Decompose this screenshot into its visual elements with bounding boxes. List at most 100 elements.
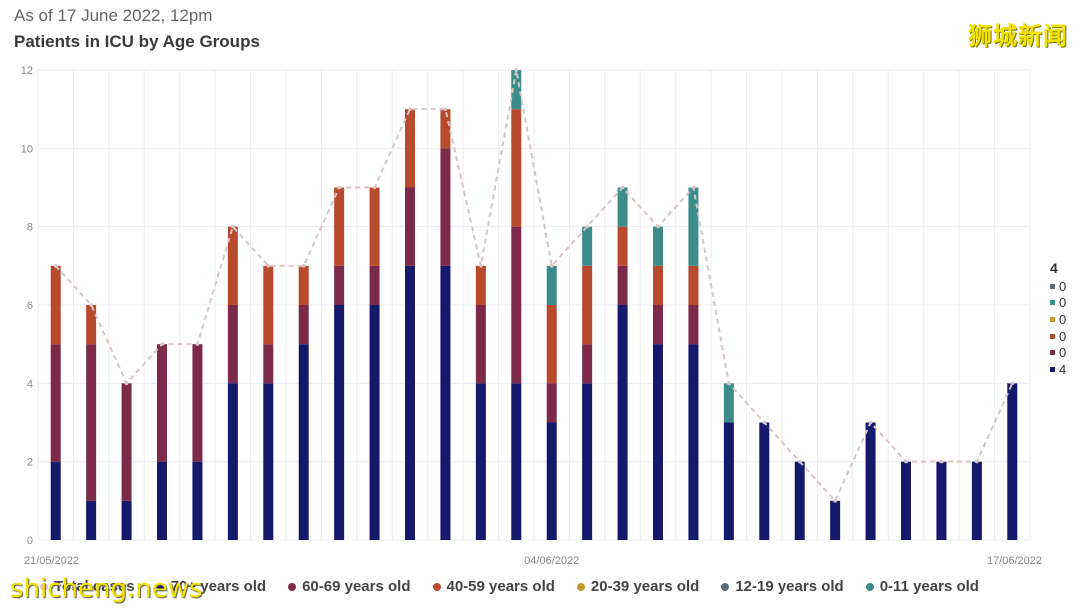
bar-segment-70plus[interactable] bbox=[653, 344, 663, 540]
bar-segment-0-11[interactable] bbox=[723, 383, 734, 423]
bar-segment-70plus[interactable] bbox=[405, 265, 415, 540]
bar-segment-70plus[interactable] bbox=[971, 461, 982, 540]
bar-segment-40-59[interactable] bbox=[227, 226, 238, 305]
total-cases-point[interactable] bbox=[975, 459, 979, 464]
bar-segment-40-59[interactable] bbox=[298, 265, 309, 305]
bar-segment-70plus[interactable] bbox=[759, 422, 770, 541]
bar-segment-70plus[interactable] bbox=[511, 383, 522, 540]
bar-segment-40-59[interactable] bbox=[334, 187, 345, 266]
bar-segment-40-59[interactable] bbox=[86, 305, 97, 345]
bar-segment-60-69[interactable] bbox=[582, 344, 593, 384]
bar-segment-60-69[interactable] bbox=[192, 344, 203, 462]
bar-segment-0-11[interactable] bbox=[582, 226, 593, 266]
bar-segment-70plus[interactable] bbox=[901, 461, 911, 540]
bar-segment-60-69[interactable] bbox=[511, 226, 522, 384]
bar-segment-40-59[interactable] bbox=[263, 265, 274, 345]
total-cases-point[interactable] bbox=[691, 185, 696, 190]
legend-item-12-19[interactable]: 12-19 years old bbox=[721, 578, 844, 595]
bar-segment-0-11[interactable] bbox=[511, 70, 522, 110]
bar-segment-70plus[interactable] bbox=[192, 461, 203, 540]
total-cases-point[interactable] bbox=[549, 264, 554, 268]
total-cases-point[interactable] bbox=[408, 107, 412, 111]
bar-segment-40-59[interactable] bbox=[475, 265, 486, 305]
bar-segment-70plus[interactable] bbox=[440, 265, 451, 540]
bar-segment-60-69[interactable] bbox=[475, 305, 486, 384]
bar-segment-70plus[interactable] bbox=[936, 461, 947, 540]
bar-segment-60-69[interactable] bbox=[440, 148, 451, 266]
bar-segment-40-59[interactable] bbox=[440, 109, 451, 149]
bar-segment-60-69[interactable] bbox=[546, 383, 557, 423]
bar-segment-40-59[interactable] bbox=[582, 265, 593, 345]
total-cases-point[interactable] bbox=[1010, 381, 1015, 386]
bar-segment-40-59[interactable] bbox=[369, 187, 380, 266]
bar-segment-70plus[interactable] bbox=[334, 305, 345, 540]
bar-segment-60-69[interactable] bbox=[334, 265, 345, 305]
total-cases-point[interactable] bbox=[939, 459, 944, 464]
bar-segment-70plus[interactable] bbox=[688, 344, 699, 540]
bar-segment-70plus[interactable] bbox=[298, 344, 309, 540]
bar-segment-60-69[interactable] bbox=[121, 383, 132, 501]
legend-item-70plus[interactable]: 70+ years old bbox=[156, 578, 266, 595]
bar-segment-70plus[interactable] bbox=[617, 305, 628, 540]
legend-item-total[interactable]: Total cases bbox=[40, 578, 135, 595]
bar-segment-70plus[interactable] bbox=[227, 383, 238, 540]
bar-segment-40-59[interactable] bbox=[688, 265, 699, 305]
bar-segment-0-11[interactable] bbox=[546, 265, 557, 305]
bar-segment-60-69[interactable] bbox=[157, 344, 167, 462]
total-cases-point[interactable] bbox=[266, 264, 271, 268]
bar-segment-70plus[interactable] bbox=[475, 383, 486, 540]
total-cases-point[interactable] bbox=[868, 420, 873, 425]
bar-segment-60-69[interactable] bbox=[617, 265, 628, 305]
bar-segment-60-69[interactable] bbox=[298, 305, 309, 345]
bar-segment-40-59[interactable] bbox=[653, 265, 663, 305]
total-cases-point[interactable] bbox=[89, 303, 93, 307]
bar-segment-40-59[interactable] bbox=[546, 305, 557, 384]
total-cases-point[interactable] bbox=[585, 224, 589, 229]
bar-segment-40-59[interactable] bbox=[511, 109, 522, 227]
bar-segment-0-11[interactable] bbox=[617, 187, 628, 227]
bar-segment-60-69[interactable] bbox=[86, 344, 97, 501]
bar-segment-0-11[interactable] bbox=[653, 226, 663, 266]
bar-segment-70plus[interactable] bbox=[369, 305, 380, 540]
total-cases-point[interactable] bbox=[337, 185, 341, 190]
bar-segment-60-69[interactable] bbox=[653, 305, 663, 345]
legend-item-0-11[interactable]: 0-11 years old bbox=[865, 578, 979, 595]
total-cases-point[interactable] bbox=[479, 264, 483, 268]
legend-item-60-69[interactable]: 60-69 years old bbox=[288, 578, 411, 595]
bar-segment-70plus[interactable] bbox=[121, 500, 132, 540]
bar-segment-60-69[interactable] bbox=[688, 305, 699, 345]
total-cases-point[interactable] bbox=[656, 224, 660, 229]
total-cases-point[interactable] bbox=[514, 68, 519, 72]
total-cases-point[interactable] bbox=[762, 420, 767, 425]
total-cases-point[interactable] bbox=[124, 381, 129, 386]
total-cases-point[interactable] bbox=[727, 381, 731, 386]
total-cases-point[interactable] bbox=[372, 185, 377, 190]
bar-segment-70plus[interactable] bbox=[1007, 383, 1018, 540]
bar-segment-70plus[interactable] bbox=[794, 461, 805, 540]
legend-item-20-39[interactable]: 20-39 years old bbox=[576, 578, 699, 595]
total-cases-point[interactable] bbox=[160, 342, 164, 346]
total-cases-point[interactable] bbox=[797, 459, 802, 464]
total-cases-point[interactable] bbox=[833, 499, 837, 503]
bar-segment-60-69[interactable] bbox=[263, 344, 274, 384]
total-cases-point[interactable] bbox=[904, 459, 908, 464]
bar-segment-60-69[interactable] bbox=[50, 344, 61, 462]
legend-item-40-59[interactable]: 40-59 years old bbox=[432, 578, 555, 595]
bar-segment-70plus[interactable] bbox=[157, 461, 167, 540]
bar-segment-70plus[interactable] bbox=[546, 422, 557, 541]
total-cases-point[interactable] bbox=[53, 264, 58, 268]
bar-segment-40-59[interactable] bbox=[405, 109, 415, 188]
bar-segment-70plus[interactable] bbox=[50, 461, 61, 540]
bar-segment-60-69[interactable] bbox=[227, 305, 238, 384]
bar-segment-0-11[interactable] bbox=[688, 187, 699, 266]
total-cases-point[interactable] bbox=[195, 342, 200, 346]
bar-segment-70plus[interactable] bbox=[865, 422, 876, 541]
total-cases-point[interactable] bbox=[231, 224, 235, 229]
bar-segment-40-59[interactable] bbox=[617, 226, 628, 266]
bar-segment-70plus[interactable] bbox=[582, 383, 593, 540]
bar-segment-60-69[interactable] bbox=[405, 187, 415, 266]
bar-segment-70plus[interactable] bbox=[263, 383, 274, 540]
bar-segment-60-69[interactable] bbox=[369, 265, 380, 305]
total-cases-point[interactable] bbox=[443, 107, 448, 111]
total-cases-point[interactable] bbox=[620, 185, 625, 190]
